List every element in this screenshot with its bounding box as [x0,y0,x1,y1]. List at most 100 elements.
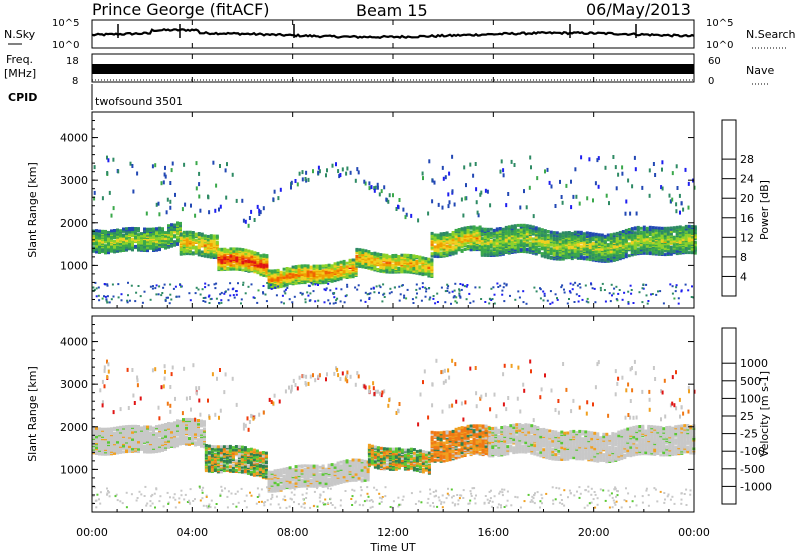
noise-right-label: N.Search [746,28,796,41]
heatmap-cell [585,255,589,259]
sparse-echo [226,162,228,167]
heatmap-cell [161,428,164,432]
heatmap-cell [95,250,98,254]
heatmap-cell [212,253,216,257]
heatmap-cell [576,230,580,234]
heatmap-cell [219,470,223,474]
near-range-echo [105,299,108,302]
near-range-echo [368,298,371,300]
heatmap-cell [131,246,134,249]
sparse-echo [675,202,678,207]
heatmap-cell [367,257,371,261]
near-range-echo [446,290,449,292]
near-range-echo [444,290,447,293]
sparse-echo [184,202,187,207]
sparse-echo [395,207,398,211]
sparse-echo [106,155,108,160]
heatmap-cell [225,459,229,463]
near-range-echo [232,294,235,297]
heatmap-cell [660,248,664,252]
heatmap-cell [244,259,248,263]
heatmap-cell [131,424,134,428]
sparse-echo [231,172,234,177]
sparse-echo [136,171,139,176]
heatmap-cell [495,238,499,242]
heatmap-cell [633,236,637,239]
sparse-echo [484,188,487,193]
heatmap-cell [222,445,226,449]
near-range-echo [415,283,418,286]
heatmap-cell [678,239,682,243]
heatmap-cell [367,254,371,258]
power-colorbar-label: Power [dB] [758,180,771,240]
heatmap-cell [654,226,658,230]
heatmap-cell [131,248,134,252]
heatmap-cell [669,226,673,230]
near-range-echo [204,296,207,299]
near-range-echo [127,281,129,284]
heatmap-cell [116,437,119,441]
near-range-echo [453,295,456,298]
heatmap-cell [107,230,110,234]
sparse-echo [474,162,477,166]
near-range-echo [103,295,105,298]
heatmap-cell [116,432,119,436]
heatmap-cell [382,263,386,267]
heatmap-cell [594,244,598,248]
heatmap-cell [104,440,107,444]
heatmap-cell [342,259,346,263]
sparse-echo [305,170,308,175]
sparse-echo [597,184,600,189]
heatmap-cell [92,442,95,446]
near-range-echo [684,283,687,286]
sparse-echo [279,187,282,192]
near-range-echo [112,295,115,298]
heatmap-cell [690,225,694,228]
near-range-echo [314,300,317,303]
near-range-echo [560,286,563,289]
heatmap-cell [624,252,628,256]
near-range-echo [223,292,226,295]
heatmap-cell [412,264,416,267]
sparse-echo [489,203,492,208]
heatmap-cell [231,448,235,452]
heatmap-cell [525,250,529,254]
sparse-echo [154,163,157,168]
heatmap-cell [273,274,277,278]
heatmap-cell [528,241,532,245]
heatmap-cell [226,255,230,259]
heatmap-cell [95,426,98,430]
heatmap-cell [540,243,544,247]
heatmap-cell [247,254,251,258]
heatmap-cell [636,247,640,251]
sparse-echo [641,185,644,190]
sparse-echo [554,204,557,208]
heatmap-cell [498,230,502,234]
heatmap-cell [418,272,422,276]
near-range-echo [197,288,200,291]
heatmap-cell [125,445,128,449]
near-range-echo [333,296,336,299]
near-range-echo [642,283,645,286]
sparse-echo [224,168,227,173]
heatmap-cell [660,238,664,242]
sparse-echo [500,159,503,164]
heatmap-cell [489,231,493,235]
heatmap-cell [179,226,182,230]
heatmap-cell [654,228,658,232]
near-range-echo [265,300,268,303]
heatmap-cell [179,434,182,438]
heatmap-cell [250,267,254,270]
near-range-echo [424,295,427,298]
heatmap-cell [110,432,113,435]
heatmap-cell [122,227,125,231]
heatmap-cell [173,432,176,436]
heatmap-cell [253,251,257,255]
heatmap-cell [618,230,622,234]
near-range-echo [623,291,626,294]
noise-sky-trace [91,27,695,39]
heatmap-cell [259,258,263,262]
sparse-echo [530,165,532,170]
near-range-echo [627,290,630,293]
sparse-echo [479,192,482,197]
